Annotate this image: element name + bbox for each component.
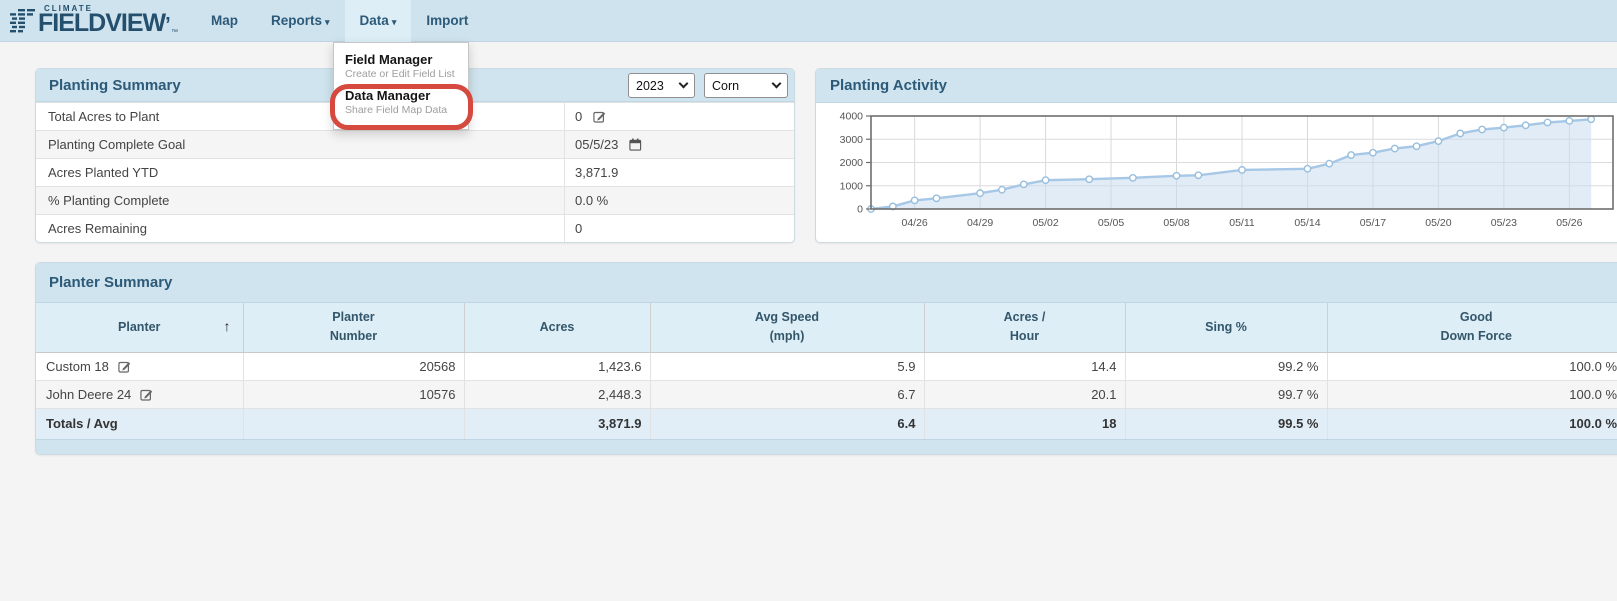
planting-summary-panel: Planting Summary 2023 Corn Total Acres t…: [35, 68, 795, 243]
table-row-john-deere-24: John Deere 24 10576 2,448.3 6.7 20.1 99.…: [36, 380, 1617, 409]
edit-icon[interactable]: [117, 360, 131, 373]
svg-text:3000: 3000: [840, 134, 864, 146]
top-navbar: CLIMATE FIELDVIEW’ ™ Map Reports ▾ Data ▾ …: [0, 0, 1617, 42]
brand-trademark: ™: [171, 29, 178, 36]
planter-summary-panel: Planter Summary Planter ↑ Planter Number…: [35, 262, 1617, 455]
column-header-avg-speed[interactable]: Avg Speed (mph): [650, 303, 925, 353]
year-select[interactable]: 2023: [628, 73, 695, 98]
svg-text:04/26: 04/26: [902, 217, 928, 229]
planting-activity-chart-area: 0 1000 2000 3000 4000 04/26 04/29 05/02 05/05 05/…: [816, 106, 1617, 242]
brand-fieldview-label: FIELDVIEW’: [38, 9, 171, 37]
brand-swoosh: ’: [165, 14, 170, 36]
summary-row-acres-planted: Acres Planted YTD 3,871.9: [36, 158, 794, 186]
chevron-down-icon: [771, 78, 782, 89]
sort-ascending-icon: ↑: [223, 318, 231, 335]
menu-item-field-manager[interactable]: Field Manager Create or Edit Field List: [345, 52, 455, 80]
chevron-down-icon: [678, 78, 689, 89]
table-header-row: Planter ↑ Planter Number Acres Avg Speed…: [36, 303, 1617, 353]
svg-text:05/20: 05/20: [1425, 217, 1451, 229]
edit-icon[interactable]: [140, 388, 153, 401]
svg-text:05/05: 05/05: [1098, 217, 1124, 229]
nav-item-import[interactable]: Import: [426, 13, 469, 28]
caret-down-icon: ▾: [325, 17, 330, 27]
caret-down-icon: ▾: [391, 17, 397, 27]
planting-activity-header: Planting Activity: [816, 69, 1617, 103]
table-row-totals: Totals / Avg 3,871.9 6.4 18 99.5 % 100.0…: [36, 408, 1617, 440]
nav-item-map[interactable]: Map: [211, 13, 238, 28]
svg-text:2000: 2000: [840, 157, 864, 169]
svg-text:05/02: 05/02: [1032, 217, 1058, 229]
svg-text:4000: 4000: [840, 111, 864, 123]
edit-icon[interactable]: [593, 110, 606, 123]
planter-summary-footer: [36, 439, 1617, 454]
column-header-acres[interactable]: Acres: [464, 303, 651, 353]
column-header-sing-pct[interactable]: Sing %: [1125, 303, 1328, 353]
calendar-icon[interactable]: [629, 138, 642, 151]
nav-menu: Map Reports ▾ Data ▾ Import: [196, 0, 486, 42]
column-header-planter[interactable]: Planter ↑: [36, 303, 244, 353]
column-header-acres-hour[interactable]: Acres / Hour: [924, 303, 1126, 353]
planting-summary-title: Planting Summary: [49, 77, 181, 94]
brand-climate-label: CLIMATE: [44, 4, 93, 13]
svg-text:04/29: 04/29: [967, 217, 993, 229]
planting-activity-title: Planting Activity: [830, 77, 947, 94]
summary-row-complete-goal: Planting Complete Goal 05/5/23: [36, 130, 794, 158]
svg-text:05/11: 05/11: [1229, 217, 1255, 229]
nav-item-data[interactable]: Data ▾: [344, 0, 412, 42]
svg-text:05/26: 05/26: [1556, 217, 1582, 229]
svg-text:0: 0: [857, 204, 863, 216]
summary-row-pct-complete: % Planting Complete 0.0 %: [36, 186, 794, 214]
table-row-custom-18: Custom 18 20568 1,423.6 5.9 14.4 99.2 % …: [36, 352, 1617, 381]
menu-item-data-manager[interactable]: Data Manager Share Field Map Data: [345, 88, 448, 116]
planter-summary-title: Planter Summary: [49, 274, 173, 291]
svg-text:05/23: 05/23: [1491, 217, 1517, 229]
summary-row-acres-remaining: Acres Remaining 0: [36, 214, 794, 242]
data-dropdown-menu: Field Manager Create or Edit Field List …: [333, 42, 469, 130]
column-header-planter-number[interactable]: Planter Number: [243, 303, 465, 353]
fieldview-stripes-icon: [10, 9, 35, 33]
planter-summary-header: Planter Summary: [36, 263, 1617, 303]
column-header-good-down-force[interactable]: Good Down Force: [1327, 303, 1617, 353]
fieldview-logo[interactable]: CLIMATE FIELDVIEW’ ™: [8, 1, 193, 41]
planting-summary-header: Planting Summary 2023 Corn: [36, 69, 794, 102]
svg-text:05/14: 05/14: [1294, 217, 1320, 229]
svg-text:05/17: 05/17: [1360, 217, 1386, 229]
crop-select[interactable]: Corn: [704, 73, 788, 98]
planter-summary-table: Planter ↑ Planter Number Acres Avg Speed…: [36, 303, 1617, 440]
planting-activity-panel: Planting Activity 0 1000 2000 3000 4000 04/26…: [815, 68, 1617, 243]
planting-activity-chart: 0 1000 2000 3000 4000 04/26 04/29 05/02 05/05 05/…: [840, 111, 1614, 229]
svg-text:1000: 1000: [840, 180, 864, 192]
svg-text:05/08: 05/08: [1163, 217, 1189, 229]
nav-item-reports[interactable]: Reports ▾: [271, 13, 330, 28]
